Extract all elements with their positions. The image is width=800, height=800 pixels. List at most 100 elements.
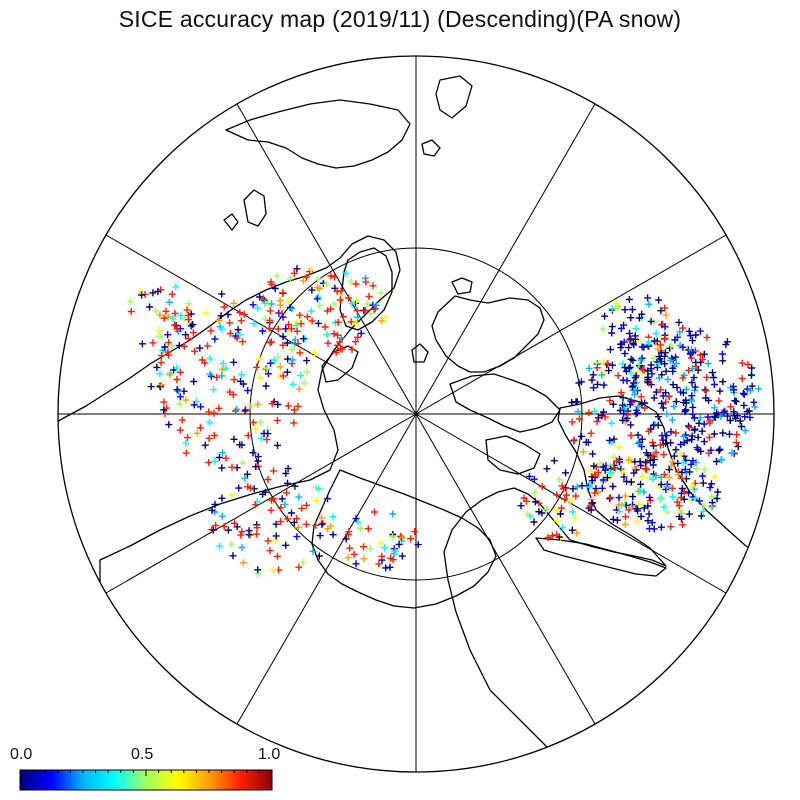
accuracy-marker: [279, 372, 287, 380]
accuracy-marker: [644, 373, 652, 381]
accuracy-marker: [700, 438, 708, 446]
accuracy-marker: [253, 530, 260, 538]
accuracy-marker: [555, 476, 563, 484]
accuracy-marker: [161, 410, 169, 418]
colorbar-max-label: 1.0: [258, 746, 281, 763]
accuracy-marker: [710, 430, 718, 438]
accuracy-marker: [327, 272, 335, 280]
accuracy-marker: [686, 468, 694, 476]
accuracy-marker: [635, 360, 643, 368]
accuracy-marker: [157, 381, 165, 389]
accuracy-marker: [318, 520, 326, 528]
accuracy-marker: [673, 498, 681, 506]
accuracy-marker: [696, 327, 704, 335]
accuracy-marker: [239, 338, 247, 346]
accuracy-marker: [560, 485, 568, 493]
accuracy-marker: [193, 429, 201, 437]
accuracy-marker: [594, 380, 602, 388]
accuracy-marker: [659, 436, 667, 444]
accuracy-marker: [215, 454, 223, 461]
accuracy-marker: [300, 379, 308, 386]
accuracy-marker: [261, 488, 269, 496]
accuracy-marker: [634, 431, 642, 439]
accuracy-marker: [182, 439, 190, 447]
accuracy-marker: [610, 453, 618, 461]
accuracy-marker: [278, 495, 286, 503]
accuracy-marker: [253, 363, 260, 371]
accuracy-marker: [398, 534, 406, 541]
accuracy-marker: [274, 325, 282, 333]
accuracy-marker: [642, 465, 649, 473]
accuracy-marker: [731, 397, 739, 405]
accuracy-marker: [662, 367, 670, 375]
accuracy-marker: [272, 520, 280, 528]
accuracy-marker: [622, 513, 629, 521]
accuracy-marker: [218, 372, 226, 380]
accuracy-marker: [266, 316, 274, 324]
accuracy-marker: [220, 523, 228, 531]
siberia-coastline: [311, 469, 497, 609]
accuracy-marker: [375, 560, 383, 568]
accuracy-marker: [238, 528, 246, 536]
accuracy-marker: [274, 441, 281, 449]
accuracy-marker: [744, 361, 752, 369]
accuracy-marker: [250, 320, 258, 328]
accuracy-marker: [311, 349, 319, 357]
accuracy-marker: [277, 504, 285, 512]
accuracy-marker: [360, 543, 367, 551]
accuracy-marker: [648, 519, 656, 527]
accuracy-marker: [702, 394, 710, 402]
accuracy-marker: [734, 443, 742, 451]
accuracy-marker: [264, 537, 272, 545]
accuracy-marker: [640, 343, 648, 351]
accuracy-marker: [531, 489, 539, 497]
accuracy-marker: [244, 483, 252, 491]
accuracy-marker: [574, 408, 582, 416]
accuracy-marker: [679, 324, 687, 332]
accuracy-marker: [733, 412, 741, 420]
accuracy-marker: [644, 502, 652, 510]
meridian-150e: [415, 413, 596, 725]
accuracy-marker: [208, 506, 216, 514]
accuracy-marker: [266, 547, 274, 555]
accuracy-marker: [191, 347, 199, 355]
accuracy-marker: [347, 318, 355, 326]
accuracy-marker: [659, 404, 667, 412]
accuracy-marker: [288, 509, 295, 517]
accuracy-marker: [152, 307, 160, 315]
accuracy-marker: [295, 563, 303, 571]
accuracy-marker: [726, 430, 733, 438]
accuracy-marker: [173, 386, 181, 394]
colorbar-min-label: 0.0: [10, 746, 33, 763]
accuracy-marker: [644, 294, 652, 302]
accuracy-marker: [377, 539, 385, 547]
accuracy-marker: [313, 497, 321, 505]
accuracy-marker: [293, 265, 301, 273]
accuracy-marker: [678, 485, 686, 492]
canada-arctic-islands-coastline: [449, 373, 561, 433]
accuracy-marker: [587, 468, 595, 476]
accuracy-marker: [654, 345, 662, 353]
accuracy-marker: [330, 300, 338, 308]
accuracy-marker: [184, 335, 192, 343]
accuracy-marker: [263, 364, 271, 372]
accuracy-marker: [608, 329, 616, 337]
accuracy-marker: [411, 528, 419, 536]
accuracy-marker: [605, 367, 613, 375]
accuracy-marker: [654, 421, 662, 429]
accuracy-marker: [283, 489, 291, 497]
accuracy-marker: [284, 355, 292, 363]
accuracy-marker: [579, 448, 587, 456]
accuracy-marker: [675, 502, 683, 510]
accuracy-marker: [637, 462, 645, 469]
accuracy-marker: [569, 485, 577, 493]
accuracy-marker: [307, 307, 315, 315]
accuracy-marker: [160, 314, 168, 322]
accuracy-marker: [571, 514, 579, 522]
accuracy-marker: [638, 443, 646, 451]
accuracy-marker: [572, 398, 580, 406]
accuracy-marker: [628, 306, 636, 313]
accuracy-marker: [371, 508, 378, 516]
accuracy-marker: [138, 340, 146, 348]
